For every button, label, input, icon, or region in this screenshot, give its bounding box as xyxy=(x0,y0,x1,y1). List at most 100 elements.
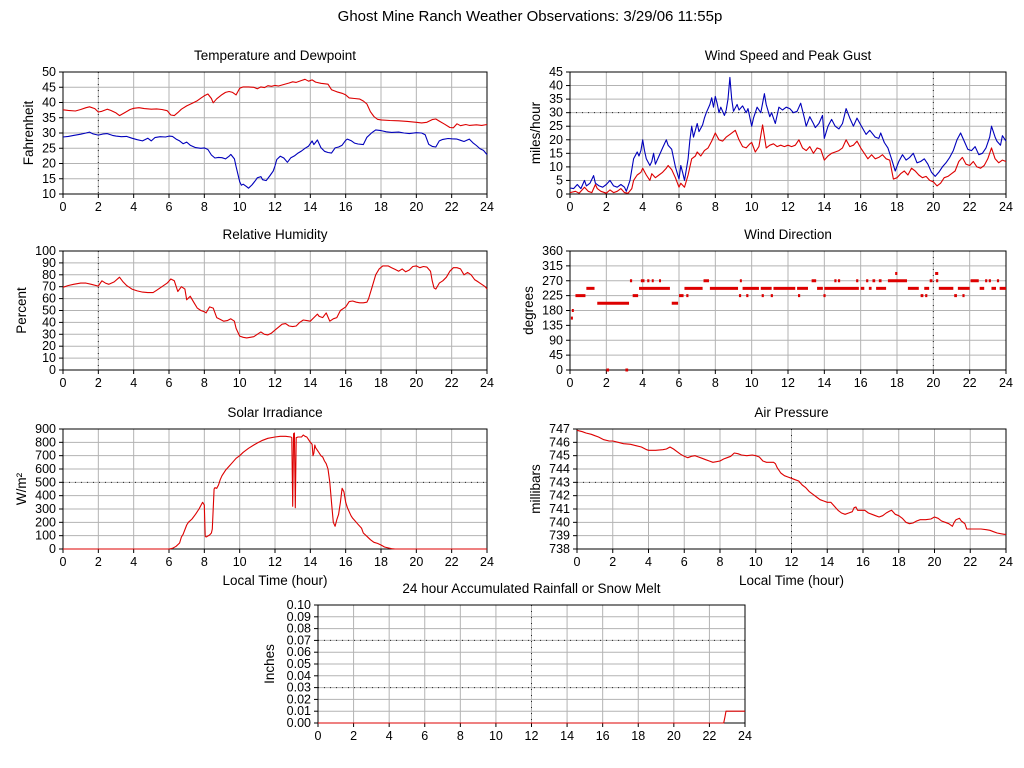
y-tick-label: 200 xyxy=(35,515,56,529)
x-tick-label: 2 xyxy=(350,729,357,743)
y-tick-label: 0.10 xyxy=(287,598,311,612)
y-tick-label: 135 xyxy=(542,318,563,332)
y-tick-label: 740 xyxy=(549,515,570,529)
y-tick-label: 180 xyxy=(542,304,563,318)
x-tick-label: 20 xyxy=(409,376,423,390)
y-tick-label: 80 xyxy=(42,268,56,282)
y-tick-label: 20 xyxy=(42,157,56,171)
x-tick-label: 24 xyxy=(999,200,1013,214)
series-wind_direction xyxy=(570,271,1006,372)
y-tick-label: 35 xyxy=(549,92,563,106)
x-tick-label: 16 xyxy=(596,729,610,743)
x-tick-label: 20 xyxy=(926,200,940,214)
y-tick-label: 315 xyxy=(542,259,563,273)
y-tick-label: 0.04 xyxy=(287,669,311,683)
y-tick-label: 270 xyxy=(542,274,563,288)
x-tick-label: 14 xyxy=(560,729,574,743)
series-accumulated_rainfall xyxy=(318,710,745,724)
y-tick-label: 747 xyxy=(549,422,570,436)
y-tick-label: 100 xyxy=(35,244,56,258)
y-tick-label: 742 xyxy=(549,489,570,503)
y-tick-label: 739 xyxy=(549,529,570,543)
x-tick-label: 4 xyxy=(645,555,652,569)
y-tick-label: 15 xyxy=(549,146,563,160)
y-tick-label: 90 xyxy=(549,333,563,347)
x-tick-label: 8 xyxy=(712,200,719,214)
x-tick-label: 22 xyxy=(445,555,459,569)
y-tick-label: 45 xyxy=(549,348,563,362)
y-tick-label: 900 xyxy=(35,422,56,436)
y-axis-label: Inches xyxy=(262,644,277,684)
chart-rain: 0 2 4 6 8 10 12 14 16 18 20 22 240.000.010.020.030.0… xyxy=(262,581,752,743)
y-tick-label: 741 xyxy=(549,502,570,516)
x-tick-label: 22 xyxy=(445,376,459,390)
y-tick-label: 744 xyxy=(549,462,570,476)
y-tick-label: 70 xyxy=(42,280,56,294)
x-tick-label: 6 xyxy=(676,376,683,390)
y-tick-label: 30 xyxy=(42,126,56,140)
x-tick-label: 8 xyxy=(201,376,208,390)
y-tick-label: 0.07 xyxy=(287,633,311,647)
x-tick-label: 2 xyxy=(95,555,102,569)
x-tick-label: 10 xyxy=(749,555,763,569)
y-tick-label: 0.05 xyxy=(287,657,311,671)
x-tick-label: 20 xyxy=(926,376,940,390)
y-tick-label: 500 xyxy=(35,475,56,489)
x-tick-label: 14 xyxy=(817,376,831,390)
y-tick-label: 25 xyxy=(42,141,56,155)
y-tick-label: 45 xyxy=(42,80,56,94)
chart-title: Solar Irradiance xyxy=(227,405,322,420)
x-tick-label: 8 xyxy=(201,555,208,569)
x-tick-label: 6 xyxy=(166,200,173,214)
y-tick-label: 746 xyxy=(549,435,570,449)
y-tick-label: 0.02 xyxy=(287,692,311,706)
x-tick-label: 18 xyxy=(374,376,388,390)
y-tick-label: 0.08 xyxy=(287,622,311,636)
x-tick-label: 14 xyxy=(817,200,831,214)
y-tick-label: 0.03 xyxy=(287,681,311,695)
chart-pressure: 0 2 4 6 8 10 12 14 16 18 20 22 247387397407417427437… xyxy=(528,405,1013,588)
y-tick-label: 50 xyxy=(42,65,56,79)
x-tick-label: 4 xyxy=(130,200,137,214)
x-tick-label: 16 xyxy=(339,555,353,569)
x-tick-label: 6 xyxy=(681,555,688,569)
y-tick-label: 0 xyxy=(49,542,56,556)
chart-temperature: 0 2 4 6 8 10 12 14 16 18 20 22 24101520253035404550T… xyxy=(21,48,494,214)
x-tick-label: 22 xyxy=(963,555,977,569)
x-tick-label: 16 xyxy=(856,555,870,569)
y-tick-label: 800 xyxy=(35,435,56,449)
x-tick-label: 24 xyxy=(480,555,494,569)
chart-humidity: 0 2 4 6 8 10 12 14 16 18 20 22 240102030405060708090… xyxy=(14,227,494,390)
y-axis-label: Percent xyxy=(14,287,29,334)
chart-title: Wind Speed and Peak Gust xyxy=(705,48,872,63)
y-tick-label: 0.06 xyxy=(287,645,311,659)
x-tick-label: 6 xyxy=(676,200,683,214)
y-tick-label: 50 xyxy=(42,304,56,318)
y-tick-label: 10 xyxy=(549,160,563,174)
y-tick-label: 700 xyxy=(35,449,56,463)
series-temperature xyxy=(62,78,488,129)
x-tick-label: 2 xyxy=(609,555,616,569)
y-tick-label: 20 xyxy=(549,133,563,147)
x-tick-label: 12 xyxy=(268,200,282,214)
y-tick-label: 40 xyxy=(42,96,56,110)
chart-title: Air Pressure xyxy=(754,405,828,420)
y-tick-label: 0.01 xyxy=(287,704,311,718)
y-tick-label: 738 xyxy=(549,542,570,556)
x-tick-label: 18 xyxy=(892,555,906,569)
x-tick-label: 0 xyxy=(60,376,67,390)
x-axis-label: Local Time (hour) xyxy=(222,573,327,588)
y-tick-label: 40 xyxy=(42,315,56,329)
x-tick-label: 16 xyxy=(339,200,353,214)
x-tick-label: 12 xyxy=(268,555,282,569)
x-tick-label: 12 xyxy=(781,200,795,214)
series-peak_gust xyxy=(569,76,1007,192)
x-tick-label: 10 xyxy=(489,729,503,743)
series-wind_speed xyxy=(569,124,1007,194)
y-tick-label: 60 xyxy=(42,292,56,306)
x-tick-label: 12 xyxy=(781,376,795,390)
y-axis-label: degrees xyxy=(521,286,536,335)
x-tick-label: 10 xyxy=(233,376,247,390)
x-tick-label: 4 xyxy=(130,376,137,390)
